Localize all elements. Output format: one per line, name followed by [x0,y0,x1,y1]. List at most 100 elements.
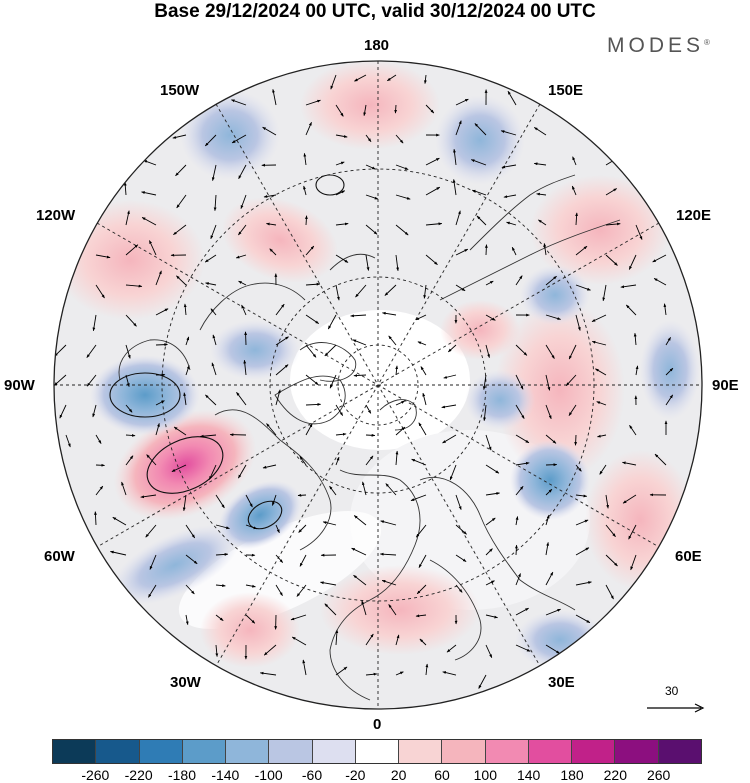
wind-arrow [155,343,168,347]
wind-arrow [501,164,517,169]
wind-arrow [595,368,607,376]
wind-arrow [478,674,487,689]
wind-arrow [455,554,467,562]
wind-arrow [571,185,577,196]
wind-arrow [215,644,219,657]
wind-arrow [302,659,307,676]
wind-arrow [238,224,247,236]
wind-arrow [335,104,344,117]
wind-arrow [185,336,190,346]
wind-arrow [275,584,283,597]
wind-arrow [533,127,547,136]
wind-arrow [515,644,531,652]
wind-arrow [182,494,187,512]
wind-arrow [305,121,312,136]
wind-arrow [351,547,367,556]
wind-arrow [575,284,591,291]
wind-arrow [365,633,374,646]
wind-arrow [212,334,217,346]
wind-arrow [365,455,374,466]
wind-arrow [95,434,102,444]
wind-arrow [442,434,457,444]
wind-arrow [363,104,367,117]
wind-arrow [208,464,217,480]
wind-arrow [446,644,457,653]
legend-swatch [658,740,701,763]
wind-arrow [515,516,519,526]
wind-arrow [176,194,187,209]
wind-arrow [185,554,198,565]
wind-arrow [455,494,462,510]
wind-arrow [395,671,404,676]
wind-arrow [382,311,397,316]
wind-arrow [395,224,409,236]
wind-arrow [485,464,500,474]
wind-arrow [171,464,187,473]
wind-arrow [365,433,376,437]
wind-arrow [155,423,160,436]
legend-swatch [182,740,227,763]
lon-label-0: 0 [373,716,382,733]
wind-arrow [500,130,517,136]
wind-arrow [235,254,247,259]
wind-arrow [455,284,466,292]
wind-arrow [275,389,281,406]
wind-arrow [335,254,349,263]
wind-arrow [272,88,277,106]
wind-reference: 30 [645,684,705,718]
wind-arrow [663,303,667,316]
wind-arrow [470,159,487,166]
wind-arrow [485,280,494,286]
wind-arrow [514,544,518,556]
chart-title: Base 29/12/2024 00 UTC, valid 30/12/2024… [154,1,596,22]
legend-swatch [312,740,356,763]
wind-arrow [422,392,427,406]
wind-arrow [605,254,618,266]
legend-tick-label: -220 [124,767,153,783]
lon-label-60w: 60W [44,548,75,565]
wind-arrow [365,194,379,200]
wind-arrow [145,524,157,538]
wind-arrow [297,493,307,497]
wind-reference-arrow [647,703,705,713]
wind-arrow [575,314,581,331]
wind-arrow [485,492,500,496]
wind-arrow [425,104,435,114]
wind-arrow [303,152,307,166]
wind-arrow [545,374,551,391]
wind-arrow [568,344,577,360]
wind-arrow [442,671,457,676]
wind-arrow [394,104,398,114]
wind-arrow [665,394,674,406]
wind-arrow [455,98,469,106]
legend-swatch [572,740,616,763]
legend-tick-labels: -260 -220 -180 -140 -100 -60 -20 20 60 100 140 180 2… [0,767,750,783]
wind-arrow [543,243,547,256]
wind-arrow [575,494,588,498]
wind-arrow [485,548,493,556]
wind-arrow [149,554,157,570]
wind-arrow [654,453,667,466]
wind-arrow [335,222,349,226]
wind-arrow [605,524,616,537]
wind-arrow [305,99,321,106]
lon-label-120w: 120W [36,207,76,224]
wind-arrow [275,524,280,534]
wind-arrow [395,134,404,144]
legend-tick-label: -140 [211,767,240,783]
wind-arrow [266,222,277,226]
wind-arrow [425,157,440,166]
wind-arrow [568,404,577,416]
wind-arrow [353,574,367,586]
wind-arrow [365,672,378,676]
wind-arrow [335,134,348,138]
wind-arrow [335,161,345,166]
wind-arrow [125,210,130,226]
wind-arrow [299,554,307,567]
wind-arrow [503,194,517,199]
wind-arrow [507,90,517,106]
wind-arrow [335,666,348,676]
wind-arrow [485,517,496,526]
wind-arrow [652,254,667,263]
wind-arrow [575,212,579,226]
